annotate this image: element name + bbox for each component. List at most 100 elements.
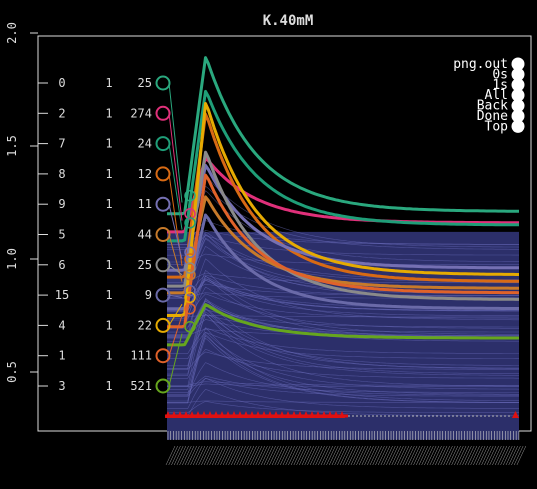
cell-trace[interactable] [167, 303, 519, 347]
x-tick-label-stub [356, 445, 366, 466]
x-tick-label-stub [364, 445, 374, 466]
x-tick-label-stub [505, 445, 516, 466]
menu-button-circle[interactable] [511, 109, 525, 123]
cell-select-circle[interactable] [155, 105, 171, 121]
x-tick-label-stub [206, 445, 217, 466]
menu-button-circle[interactable] [511, 67, 525, 81]
highlighted-traces [167, 56, 520, 347]
x-tick-label-stub [353, 445, 363, 466]
menu-item-done[interactable]: Done [477, 109, 525, 124]
cell-row[interactable]: 7 1 24 [38, 136, 171, 152]
cell-select-circle[interactable] [155, 75, 171, 91]
trace-circle [184, 269, 196, 281]
cell-select-circle[interactable] [155, 257, 171, 273]
x-tick-label-stub [394, 445, 404, 466]
x-tick-label-stub [271, 445, 282, 466]
cell-list[interactable]: 0 1 25 2 1 274 7 1 24 8 1 12 9 1 11 5 1 44 6 1 25 15 1 9 4 1 22 1 1 1… [38, 75, 171, 394]
cell-trace[interactable] [167, 173, 520, 329]
cell-count: 9 [145, 288, 152, 302]
menu-button-circle[interactable] [511, 99, 525, 113]
x-tick-label-stub [176, 445, 187, 466]
x-tick-label-stub [274, 445, 285, 466]
x-tick-label-stub [350, 445, 361, 466]
cell-trace[interactable] [167, 156, 519, 234]
menu-label[interactable]: 0s [492, 67, 508, 82]
leader-lines [168, 82, 196, 387]
menu-label[interactable]: All [485, 88, 508, 103]
x-tick-label-stub [451, 445, 461, 466]
cell-trace[interactable] [167, 195, 519, 295]
x-tick-label-stub [473, 445, 483, 466]
cell-row[interactable]: 15 1 9 [38, 287, 171, 303]
stimulus-markers [165, 411, 519, 418]
x-tick-label-stub [432, 445, 442, 466]
bundle-trace [167, 331, 519, 359]
menu-label[interactable]: Back [477, 99, 508, 114]
menu-label[interactable]: 1s [492, 78, 508, 93]
leader-line [168, 294, 183, 298]
cell-row[interactable]: 8 1 12 [38, 166, 171, 182]
cell-trace[interactable] [167, 112, 520, 283]
x-tick-label-stub [288, 445, 298, 466]
menu-button-circle[interactable] [511, 78, 525, 92]
cell-row[interactable]: 3 1 521 [38, 378, 171, 394]
menu-item-0s[interactable]: 0s [492, 67, 525, 82]
x-tick-label-stub [179, 445, 189, 466]
y-tick-label: 2.0 [5, 22, 19, 44]
cell-trace[interactable] [167, 213, 519, 311]
menu-item-back[interactable]: Back [477, 99, 525, 114]
x-tick-label-stub [290, 445, 301, 466]
cell-select-circle[interactable] [155, 378, 171, 394]
menu-label[interactable]: Top [485, 119, 509, 134]
menu-label[interactable]: png.out [453, 57, 508, 72]
cell-row[interactable]: 1 1 111 [38, 348, 171, 364]
cell-id: 15 [55, 288, 69, 302]
x-tick-label-stub [239, 445, 249, 466]
menu-item-top[interactable]: Top [485, 119, 525, 134]
x-tick-label-stub [236, 445, 246, 466]
x-tick-label-stub [448, 445, 459, 466]
menu-button-circle[interactable] [511, 119, 525, 133]
x-tick-label-stub [217, 445, 227, 466]
cell-select-circle[interactable] [155, 196, 171, 212]
cell-select-circle[interactable] [155, 348, 171, 364]
trace-circle [184, 208, 196, 220]
cell-select-circle[interactable] [155, 166, 171, 182]
cell-row[interactable]: 0 1 25 [38, 75, 171, 91]
menu-item-all[interactable]: All [485, 88, 525, 103]
menu-label[interactable]: Done [477, 109, 508, 124]
x-tick-label-stub [190, 445, 200, 466]
x-tick-label-stub [464, 445, 475, 466]
x-tick-label-stub [399, 445, 410, 466]
menu-item-png-out[interactable]: png.out [453, 57, 525, 72]
bundle-trace [167, 258, 519, 321]
cell-trace[interactable] [167, 89, 519, 243]
trace-circle [184, 302, 196, 315]
x-tick-label-stub [269, 445, 279, 466]
x-tick-label-stub [500, 445, 510, 466]
cell-trace[interactable] [167, 56, 519, 216]
cell-select-circle[interactable] [155, 287, 171, 303]
menu-button-circle[interactable] [511, 57, 525, 71]
cell-row[interactable]: 2 1 274 [38, 105, 171, 121]
cell-row[interactable]: 4 1 22 [38, 317, 171, 333]
x-tick-label-stub [304, 445, 314, 466]
cell-row[interactable]: 5 1 44 [38, 227, 171, 242]
bundle-trace [167, 335, 519, 395]
cell-select-circle[interactable] [155, 317, 171, 333]
menu-item-1s[interactable]: 1s [492, 78, 525, 93]
cell-id: 4 [58, 318, 65, 332]
menu-button-circle[interactable] [511, 88, 525, 102]
bundle-trace [167, 185, 519, 250]
x-tick-label-stub [233, 445, 244, 466]
cell-trace[interactable] [167, 150, 519, 301]
cell-trace[interactable] [167, 102, 519, 317]
cell-select-circle[interactable] [155, 227, 171, 242]
cell-select-circle[interactable] [155, 136, 171, 152]
cell-row[interactable]: 9 1 11 [38, 196, 171, 212]
cell-row[interactable]: 6 1 25 [38, 257, 171, 273]
x-tick-label-stub [454, 445, 464, 466]
x-tick-label-stub [293, 445, 304, 466]
